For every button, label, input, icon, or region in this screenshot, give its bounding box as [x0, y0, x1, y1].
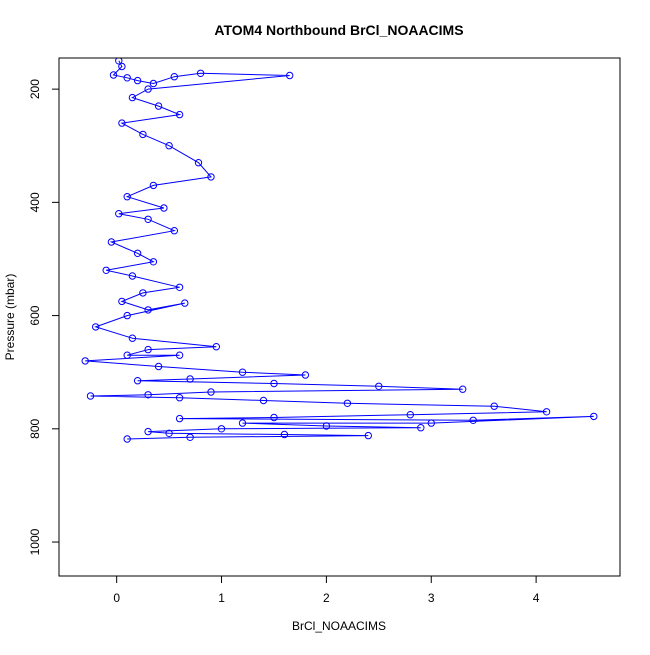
data-point — [217, 425, 226, 433]
data-point — [144, 427, 152, 436]
data-point — [590, 412, 598, 421]
data-point — [207, 388, 215, 396]
y-tick-label: 800 — [28, 418, 42, 438]
data-point — [542, 408, 551, 416]
plot-frame — [58, 57, 621, 577]
x-tick-label: 2 — [323, 591, 330, 605]
data-point — [238, 368, 247, 376]
data-point — [128, 272, 137, 280]
data-point — [270, 379, 278, 388]
data-point — [322, 422, 331, 430]
data-point — [123, 74, 131, 82]
x-tick-label: 1 — [218, 591, 225, 605]
y-axis-label: Pressure (mbar) — [3, 274, 17, 361]
data-point — [123, 193, 131, 201]
x-tick-label: 3 — [428, 591, 435, 605]
data-point — [139, 130, 147, 139]
x-axis: 0 1 2 3 4 — [113, 575, 540, 605]
plot-area — [81, 58, 598, 443]
data-point — [118, 119, 126, 127]
data-point — [343, 399, 352, 407]
data-point — [427, 419, 435, 427]
data-point — [469, 416, 477, 424]
data-point — [115, 58, 123, 65]
x-axis-label: BrCl_NOAACIMS — [292, 619, 386, 633]
data-point — [144, 391, 152, 399]
chart-title: ATOM4 Northbound BrCl_NOAACIMS — [214, 22, 463, 38]
data-point — [165, 142, 173, 150]
data-point — [86, 392, 95, 400]
data-point — [123, 435, 131, 443]
data-point — [186, 433, 194, 441]
data-point — [149, 258, 158, 266]
data-point — [139, 289, 147, 297]
x-tick-label: 4 — [533, 591, 540, 605]
data-point — [194, 159, 203, 167]
data-point — [175, 110, 184, 119]
data-point — [144, 345, 152, 354]
data-point — [406, 411, 414, 419]
data-point — [149, 79, 158, 88]
data-point — [144, 306, 152, 314]
data-point — [165, 429, 173, 437]
data-point — [144, 85, 152, 93]
data-point — [160, 204, 168, 212]
data-point — [175, 283, 184, 291]
data-point — [490, 402, 498, 410]
data-point — [270, 413, 278, 422]
data-point — [102, 266, 110, 274]
y-tick-label: 200 — [28, 79, 42, 99]
data-point — [128, 93, 137, 102]
data-point — [375, 382, 383, 390]
data-point — [417, 424, 425, 432]
data-point — [175, 414, 184, 423]
data-point — [170, 227, 179, 235]
data-point — [286, 71, 294, 80]
y-tick-label: 400 — [28, 192, 42, 212]
data-point — [186, 375, 194, 383]
x-tick-label: 0 — [113, 591, 120, 605]
data-point — [107, 238, 116, 246]
data-point — [81, 357, 89, 365]
data-point — [118, 297, 126, 306]
data-point — [92, 323, 100, 331]
data-point — [459, 385, 467, 393]
data-point — [170, 73, 179, 81]
data-point — [154, 362, 163, 371]
data-point — [115, 210, 123, 218]
data-point — [196, 69, 205, 78]
data-point — [181, 299, 189, 307]
data-point — [133, 377, 142, 385]
y-tick-label: 600 — [28, 305, 42, 325]
data-point — [118, 62, 126, 71]
data-point — [149, 181, 158, 190]
data-point — [133, 249, 142, 258]
data-point — [154, 102, 163, 110]
data-point — [128, 334, 137, 342]
series-line — [85, 60, 594, 440]
data-point — [175, 394, 184, 402]
data-point — [207, 173, 215, 181]
data-point — [212, 343, 221, 351]
data-point — [123, 311, 131, 320]
data-point — [301, 371, 310, 379]
y-tick-label: 1000 — [28, 528, 42, 555]
data-point — [123, 351, 131, 359]
data-point — [175, 351, 184, 359]
data-point — [144, 215, 152, 224]
y-axis: 200 400 600 800 1000 — [28, 79, 60, 555]
data-point — [238, 419, 247, 427]
data-point — [109, 71, 118, 79]
data-point — [259, 396, 268, 405]
data-point — [364, 431, 372, 440]
data-point — [280, 430, 289, 439]
data-point — [133, 76, 142, 85]
